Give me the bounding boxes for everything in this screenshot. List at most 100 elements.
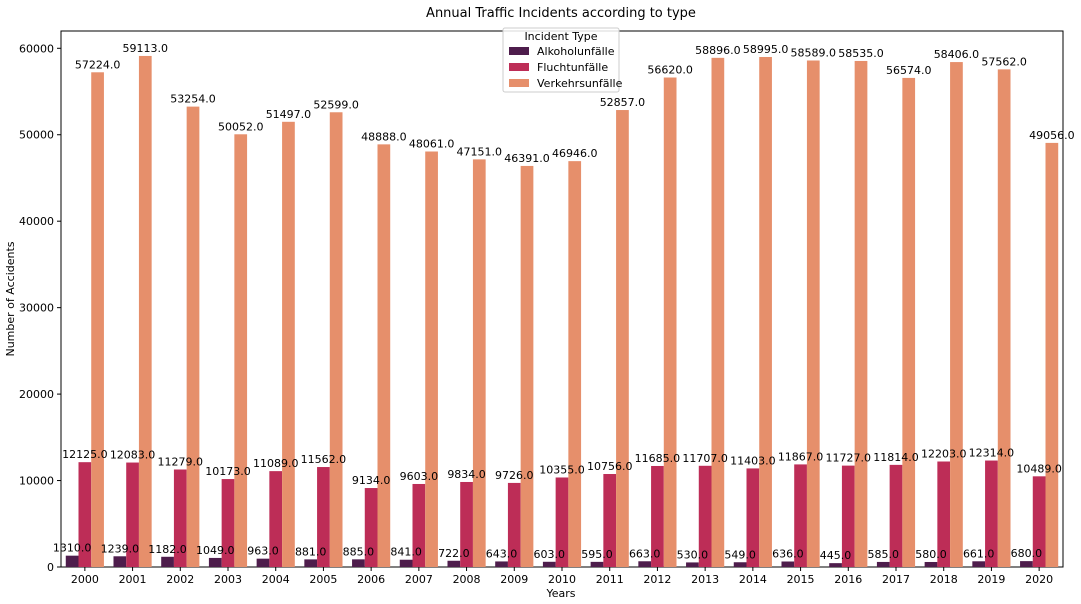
data-label-0-2016: 445.0 xyxy=(820,549,852,562)
x-tick-label: 2006 xyxy=(357,573,385,586)
data-label-0-2015: 636.0 xyxy=(772,548,804,561)
bar-0-2011 xyxy=(590,561,604,567)
bar-2-2012 xyxy=(663,77,677,567)
bar-1-2007 xyxy=(412,483,426,567)
bar-1-2015 xyxy=(794,464,807,567)
bar-2-2011 xyxy=(616,110,629,567)
data-label-2-2020: 49056.0 xyxy=(1029,129,1075,142)
data-label-1-2015: 11867.0 xyxy=(778,450,824,463)
x-tick-label: 2004 xyxy=(262,573,290,586)
bar-2-2000 xyxy=(91,72,104,567)
data-label-2-2010: 46946.0 xyxy=(552,147,598,160)
bar-0-2009 xyxy=(495,561,508,567)
x-tick-label: 2017 xyxy=(882,573,910,586)
x-tick-label: 2019 xyxy=(977,573,1005,586)
bar-1-2020 xyxy=(1032,476,1046,567)
data-label-0-2001: 1239.0 xyxy=(101,542,140,555)
legend-title: Incident Type xyxy=(524,30,597,43)
legend-swatch-2 xyxy=(509,79,529,87)
data-label-2-2018: 58406.0 xyxy=(934,48,980,61)
bar-2-2020 xyxy=(1045,142,1059,567)
bar-1-2004 xyxy=(269,471,283,567)
y-tick-label: 30000 xyxy=(19,302,54,315)
bar-1-2010 xyxy=(555,477,569,567)
data-label-0-2018: 580.0 xyxy=(915,548,947,561)
data-label-0-2002: 1182.0 xyxy=(148,543,187,556)
y-tick-label: 40000 xyxy=(19,215,54,228)
bar-2-2009 xyxy=(520,165,534,567)
data-label-1-2002: 11279.0 xyxy=(158,455,204,468)
data-label-0-2007: 841.0 xyxy=(390,546,422,559)
bar-1-2008 xyxy=(460,481,473,567)
data-label-2-2016: 58535.0 xyxy=(838,47,884,60)
data-label-1-2016: 11727.0 xyxy=(826,452,872,465)
bar-0-2006 xyxy=(352,559,365,567)
data-label-1-2003: 10173.0 xyxy=(205,465,251,478)
data-label-2-2014: 58995.0 xyxy=(743,43,789,56)
bar-1-2012 xyxy=(651,465,664,567)
x-tick-label: 2002 xyxy=(166,573,194,586)
legend-swatch-1 xyxy=(509,63,529,71)
x-axis: 2000 2001 2002 2003 2004 2005 2006 2007 2008 2009… xyxy=(71,567,1053,586)
x-tick-label: 2018 xyxy=(930,573,958,586)
data-label-2-2002: 53254.0 xyxy=(170,93,216,106)
bars-group xyxy=(65,55,1059,568)
data-label-1-2018: 12203.0 xyxy=(921,448,967,461)
data-label-1-2013: 11707.0 xyxy=(682,452,728,465)
bar-1-2014 xyxy=(746,468,760,567)
bar-0-2013 xyxy=(686,562,699,567)
bar-1-2003 xyxy=(221,479,235,567)
bar-0-2018 xyxy=(924,561,938,567)
data-label-2-2001: 59113.0 xyxy=(123,42,169,55)
data-label-1-2020: 10489.0 xyxy=(1016,462,1062,475)
x-tick-label: 2014 xyxy=(739,573,767,586)
x-tick-label: 2009 xyxy=(500,573,528,586)
x-tick-label: 2011 xyxy=(596,573,624,586)
data-label-1-2010: 10355.0 xyxy=(539,463,585,476)
bar-1-2000 xyxy=(78,462,92,567)
legend: Incident Type Alkoholunfälle Fluchtunfäll… xyxy=(502,27,623,93)
bar-2-2018 xyxy=(950,62,963,567)
bar-0-2015 xyxy=(781,561,795,567)
data-label-0-2014: 549.0 xyxy=(724,548,756,561)
y-tick-label: 60000 xyxy=(19,42,54,55)
x-tick-label: 2010 xyxy=(548,573,576,586)
bar-2-2001 xyxy=(138,55,152,568)
bar-0-2007 xyxy=(399,559,413,567)
bar-2-2004 xyxy=(282,121,295,568)
data-label-1-2007: 9603.0 xyxy=(400,470,439,483)
data-label-0-2004: 963.0 xyxy=(247,545,279,558)
x-tick-label: 2000 xyxy=(71,573,99,586)
bar-0-2003 xyxy=(208,557,222,567)
y-tick-label: 20000 xyxy=(19,388,54,401)
data-label-2-2000: 57224.0 xyxy=(75,58,121,71)
data-label-2-2006: 48888.0 xyxy=(361,130,407,143)
bar-2-2006 xyxy=(377,144,391,568)
bar-0-2008 xyxy=(447,560,461,567)
bar-2-2017 xyxy=(902,77,916,567)
data-label-2-2009: 46391.0 xyxy=(504,152,550,165)
data-label-0-2010: 603.0 xyxy=(534,548,566,561)
data-labels-group: 1310.0 1239.0 1182.0 1049.0 963.0 881.0 885.0 8… xyxy=(53,42,1075,562)
legend-box xyxy=(502,27,620,93)
bar-2-2015 xyxy=(806,60,820,568)
data-label-2-2003: 50052.0 xyxy=(218,120,264,133)
x-tick-label: 2008 xyxy=(453,573,481,586)
data-label-1-2012: 11685.0 xyxy=(635,452,681,465)
data-label-1-2004: 11089.0 xyxy=(253,457,299,470)
data-label-1-2011: 10756.0 xyxy=(587,460,633,473)
data-label-2-2013: 58896.0 xyxy=(695,44,741,57)
legend-label-2: Verkehrsunfälle xyxy=(537,77,623,90)
bar-0-2001 xyxy=(113,556,127,567)
bar-0-2005 xyxy=(304,559,318,567)
data-label-0-2005: 881.0 xyxy=(295,545,327,558)
y-axis-title: Number of Accidents xyxy=(4,241,17,356)
bar-0-2017 xyxy=(876,561,890,567)
bar-1-2016 xyxy=(841,465,855,567)
data-label-2-2017: 56574.0 xyxy=(886,64,932,77)
bar-2-2002 xyxy=(186,106,200,568)
x-tick-label: 2016 xyxy=(834,573,862,586)
bar-1-2005 xyxy=(317,467,330,567)
data-label-1-2017: 11814.0 xyxy=(873,451,919,464)
x-tick-label: 2005 xyxy=(309,573,337,586)
